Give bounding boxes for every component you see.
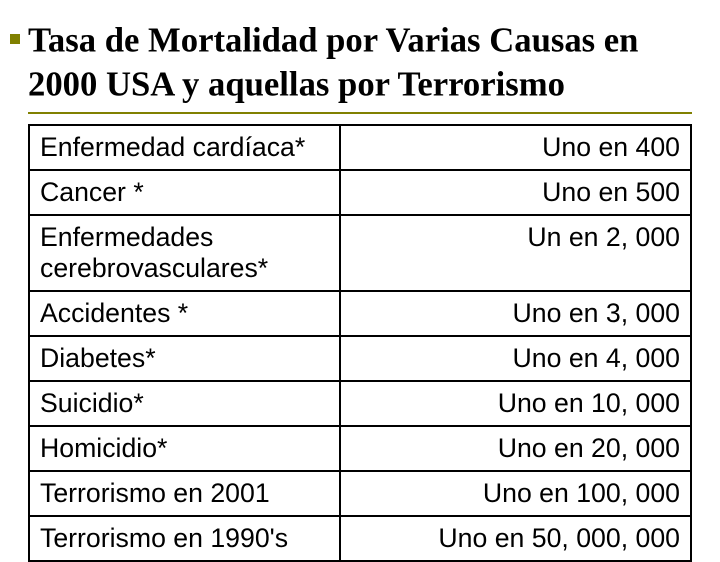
- bullet-icon: [10, 34, 20, 44]
- cell-rate: Uno en 3, 000: [340, 291, 691, 336]
- table-body: Enfermedad cardíaca*Uno en 400Cancer *Un…: [29, 125, 691, 561]
- table-row: Enfermedad cardíaca*Uno en 400: [29, 125, 691, 170]
- cell-rate: Uno en 100, 000: [340, 471, 691, 516]
- table-row: Cancer *Uno en 500: [29, 170, 691, 215]
- cell-cause: Accidentes *: [29, 291, 340, 336]
- table-row: Terrorismo en 1990'sUno en 50, 000, 000: [29, 516, 691, 561]
- cell-cause: Terrorismo en 2001: [29, 471, 340, 516]
- mortality-table: Enfermedad cardíaca*Uno en 400Cancer *Un…: [28, 124, 692, 562]
- cell-rate: Uno en 500: [340, 170, 691, 215]
- cell-cause: Cancer *: [29, 170, 340, 215]
- cell-cause: Enfermedades cerebrovasculares*: [29, 215, 340, 291]
- table-row: Diabetes*Uno en 4, 000: [29, 336, 691, 381]
- cell-cause: Suicidio*: [29, 381, 340, 426]
- table-row: Homicidio*Uno en 20, 000: [29, 426, 691, 471]
- table-row: Accidentes *Uno en 3, 000: [29, 291, 691, 336]
- cell-rate: Uno en 20, 000: [340, 426, 691, 471]
- cell-rate: Un en 2, 000: [340, 215, 691, 291]
- cell-cause: Homicidio*: [29, 426, 340, 471]
- cell-cause: Terrorismo en 1990's: [29, 516, 340, 561]
- table-row: Terrorismo en 2001Uno en 100, 000: [29, 471, 691, 516]
- cell-cause: Enfermedad cardíaca*: [29, 125, 340, 170]
- cell-rate: Uno en 50, 000, 000: [340, 516, 691, 561]
- cell-rate: Uno en 4, 000: [340, 336, 691, 381]
- cell-rate: Uno en 400: [340, 125, 691, 170]
- cell-rate: Uno en 10, 000: [340, 381, 691, 426]
- page-title: Tasa de Mortalidad por Varias Causas en …: [28, 18, 692, 106]
- title-text: Tasa de Mortalidad por Varias Causas en …: [28, 21, 638, 103]
- title-container: Tasa de Mortalidad por Varias Causas en …: [28, 18, 692, 114]
- table-row: Suicidio*Uno en 10, 000: [29, 381, 691, 426]
- table-row: Enfermedades cerebrovasculares*Un en 2, …: [29, 215, 691, 291]
- cell-cause: Diabetes*: [29, 336, 340, 381]
